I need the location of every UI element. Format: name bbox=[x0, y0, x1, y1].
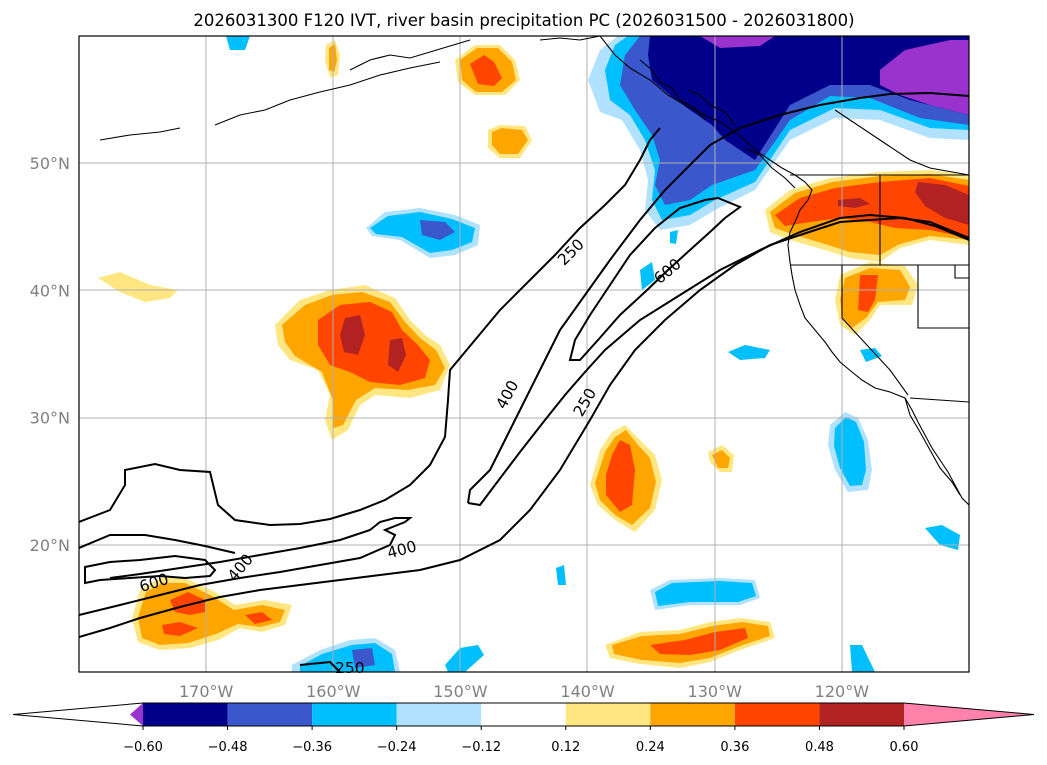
ivt-contour-250 bbox=[79, 127, 661, 527]
colorbar-extend-high bbox=[904, 703, 1034, 726]
coastline bbox=[539, 36, 601, 41]
political-borders bbox=[790, 109, 969, 403]
precip-region-positive bbox=[245, 612, 272, 624]
y-tick-label: 20°N bbox=[30, 536, 70, 555]
colorbar-tick-label: 0.48 bbox=[805, 740, 834, 755]
border-line bbox=[834, 109, 969, 176]
precip-region-negative bbox=[640, 262, 655, 290]
colorbar-segment bbox=[650, 703, 735, 726]
y-axis-ticks: 20°N 30°N 40°N 50°N bbox=[30, 154, 70, 555]
ivt-contour-400 bbox=[79, 534, 236, 554]
coastline bbox=[639, 59, 706, 121]
precip-region-positive bbox=[650, 628, 748, 655]
x-tick-label: 160°W bbox=[306, 682, 361, 701]
x-tick-label: 130°W bbox=[688, 682, 743, 701]
map-layer bbox=[79, 36, 969, 672]
ivt-contours bbox=[79, 91, 969, 672]
colorbar-tick-label: −0.48 bbox=[208, 740, 248, 755]
colorbar-tick-label: 0.60 bbox=[890, 740, 919, 755]
colorbar-segment bbox=[565, 703, 651, 726]
precip-region-negative bbox=[445, 645, 484, 672]
colorbar-segment bbox=[819, 703, 904, 726]
precip-region-positive bbox=[606, 440, 635, 512]
ivt-contour-400 bbox=[79, 517, 413, 616]
precip-region-positive bbox=[838, 198, 870, 208]
colorbar-segment bbox=[227, 703, 313, 726]
colorbar-tick-label: −0.24 bbox=[377, 740, 417, 755]
coastlines bbox=[99, 36, 969, 506]
x-tick-label: 150°W bbox=[433, 682, 488, 701]
ivt-contour-400 bbox=[467, 91, 969, 504]
precip-region-negative bbox=[925, 525, 960, 550]
precip-region-negative bbox=[860, 348, 882, 362]
precip-region-negative bbox=[700, 36, 775, 48]
coastline bbox=[214, 61, 441, 126]
colorbar-tick-label: 0.24 bbox=[636, 740, 665, 755]
y-tick-label: 50°N bbox=[30, 154, 70, 173]
x-tick-label: 120°W bbox=[815, 682, 870, 701]
colorbar-segment bbox=[143, 703, 228, 726]
precip-region-negative bbox=[420, 220, 455, 240]
coastline bbox=[904, 397, 961, 496]
precip-region-negative bbox=[352, 648, 375, 668]
border-line bbox=[841, 265, 909, 396]
precip-region-positive bbox=[162, 622, 198, 636]
precip-region-positive bbox=[98, 272, 178, 302]
y-tick-label: 30°N bbox=[30, 409, 70, 428]
precip-region-positive bbox=[340, 315, 365, 355]
coastline bbox=[99, 127, 181, 141]
colorbar-tick-label: −0.12 bbox=[461, 740, 501, 755]
map-frame bbox=[78, 35, 970, 673]
precip-region-negative bbox=[226, 36, 250, 50]
colorbar-tick-label: 0.12 bbox=[551, 740, 580, 755]
x-tick-label: 140°W bbox=[560, 682, 615, 701]
precip-region-positive bbox=[915, 182, 969, 225]
chart-title: 2026031300 F120 IVT, river basin precipi… bbox=[193, 11, 854, 30]
precip-region-negative bbox=[655, 581, 756, 606]
x-tick-label: 170°W bbox=[179, 682, 234, 701]
colorbar-tick-label: −0.36 bbox=[292, 740, 332, 755]
coastline bbox=[687, 89, 736, 126]
coastline bbox=[349, 39, 471, 71]
precip-region-negative bbox=[880, 40, 969, 115]
border-line bbox=[917, 265, 969, 329]
precip-region-positive bbox=[470, 55, 502, 86]
precip-region-negative bbox=[670, 230, 678, 244]
colorbar-extend-low bbox=[130, 703, 143, 726]
ivt-contour-250 bbox=[79, 216, 969, 638]
x-axis-ticks: 170°W 160°W 150°W 140°W 130°W 120°W bbox=[179, 682, 869, 701]
precip-region-positive bbox=[170, 592, 205, 615]
colorbar-segment bbox=[396, 703, 482, 726]
ivt-contour-600 bbox=[568, 196, 743, 361]
ivt-contour-250 bbox=[299, 660, 341, 672]
precip-region-positive bbox=[388, 338, 406, 372]
colorbar-segment bbox=[481, 703, 566, 726]
precip-region-positive bbox=[858, 275, 878, 312]
ivt-contour-600 bbox=[84, 554, 217, 585]
precip-region-negative bbox=[728, 345, 770, 360]
colorbar-tick-label: 0.36 bbox=[720, 740, 749, 755]
border-line bbox=[909, 397, 969, 403]
precip-region-negative bbox=[556, 565, 566, 585]
colorbar-segment bbox=[312, 703, 397, 726]
colorbar-segment bbox=[734, 703, 820, 726]
y-tick-label: 40°N bbox=[30, 281, 70, 300]
ivt-contour-400 bbox=[467, 213, 969, 507]
contour-label: 250 bbox=[335, 659, 365, 677]
gridlines bbox=[79, 36, 969, 672]
precip-region-positive bbox=[712, 450, 730, 468]
precip-region-negative bbox=[850, 645, 875, 672]
colorbar: −0.60 −0.48 −0.36 −0.24 −0.12 0.12 0.24 0.36 0.4… bbox=[12, 702, 1035, 755]
border-line bbox=[954, 265, 969, 279]
coastline bbox=[744, 147, 796, 189]
coastline bbox=[599, 36, 969, 506]
colorbar-tick-label: −0.60 bbox=[123, 740, 163, 755]
precip-region-positive bbox=[492, 128, 528, 154]
